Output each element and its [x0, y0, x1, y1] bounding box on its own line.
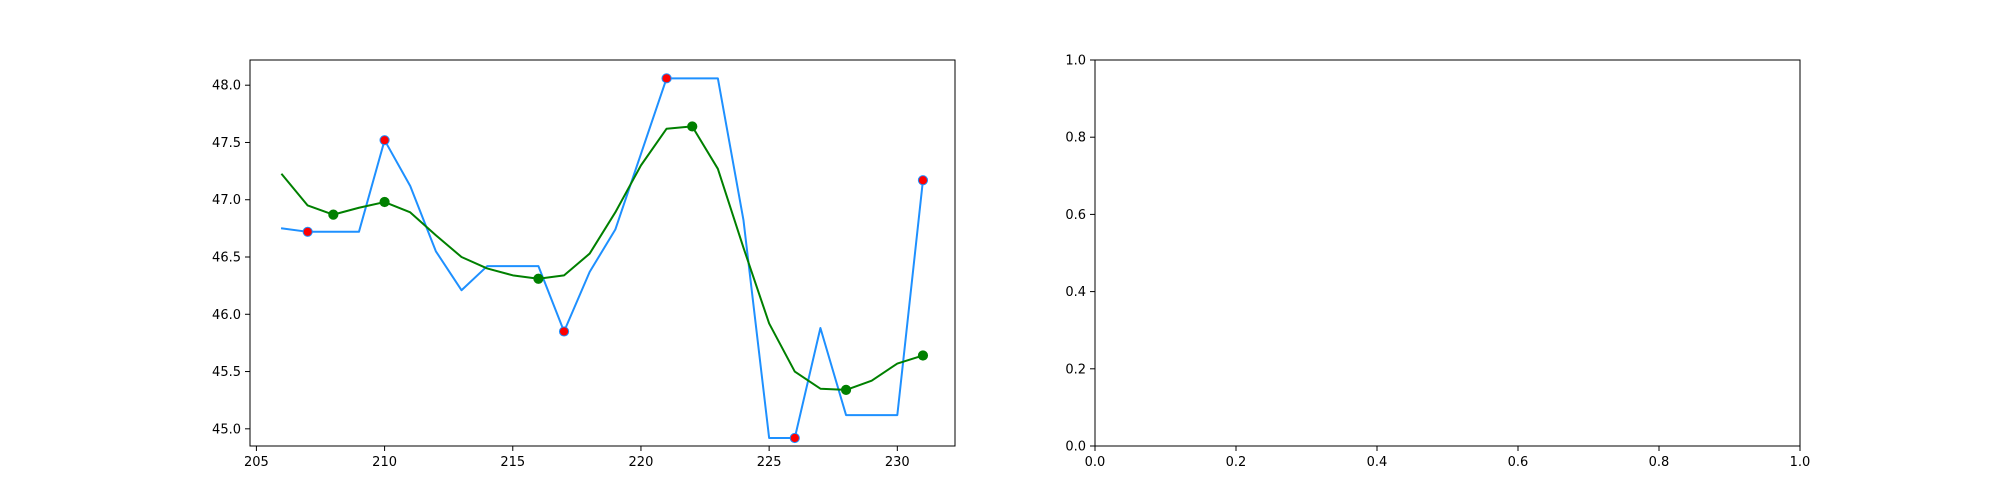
x-tick-label: 205 [244, 455, 269, 470]
y-tick-label: 47.5 [212, 136, 241, 151]
x-tick-label: 220 [629, 455, 654, 470]
x-tick-label: 1.0 [1790, 455, 1811, 470]
y-tick-label: 48.0 [212, 79, 241, 94]
scatter-point-2-4 [789, 432, 800, 444]
scatter-point-3-1 [379, 196, 390, 208]
y-tick-label: 45.5 [212, 365, 241, 380]
right-chart-empty: 0.0 0.2 0.4 0.6 0.8 1.0 0.0 0.2 0.4 0.6 0.8 1.0 [1065, 54, 1810, 471]
y-tick-label: 46.5 [212, 251, 241, 266]
y-tick-label: 45.0 [212, 422, 241, 437]
scatter-point-3-5 [917, 350, 929, 361]
x-tick-label: 230 [885, 455, 910, 470]
series-line-0 [280, 77, 925, 439]
y-tick-label: 0.4 [1065, 285, 1086, 300]
y-tick-label: 0.6 [1065, 208, 1086, 223]
plot-area [280, 73, 929, 444]
x-tick-label: 225 [757, 455, 782, 470]
x-tick-label: 0.4 [1367, 455, 1388, 470]
x-tick-label: 0.8 [1649, 455, 1670, 470]
y-tick-label: 46.0 [212, 308, 241, 323]
scatter-point-2-2 [558, 326, 570, 337]
y-tick-label: 1.0 [1065, 54, 1086, 69]
scatter-point-3-0 [328, 209, 339, 220]
scatter-point-2-3 [661, 73, 672, 84]
x-tick-label: 0.0 [1085, 455, 1106, 470]
x-tick-label: 210 [372, 455, 397, 470]
scatter-point-3-4 [840, 384, 852, 395]
scatter-point-3-2 [533, 273, 544, 284]
axes-frame [1094, 59, 1801, 447]
scatter-point-3-3 [687, 121, 698, 132]
axes-frame [249, 59, 956, 447]
scatter-point-2-1 [379, 135, 390, 146]
y-tick-label: 0.8 [1065, 131, 1086, 146]
x-tick-label: 0.6 [1508, 455, 1529, 470]
left-chart: 205 210 215 220 225 230 45.0 45.5 46.0 46.5 47.0 47… [212, 59, 956, 470]
x-tick-label: 0.2 [1226, 455, 1247, 470]
scatter-point-2-0 [302, 226, 313, 237]
x-tick-label: 215 [500, 455, 525, 470]
y-tick-label: 0.0 [1065, 440, 1086, 455]
y-tick-label: 47.0 [212, 193, 241, 208]
y-tick-label: 0.2 [1065, 362, 1086, 377]
scatter-point-2-5 [917, 175, 929, 186]
